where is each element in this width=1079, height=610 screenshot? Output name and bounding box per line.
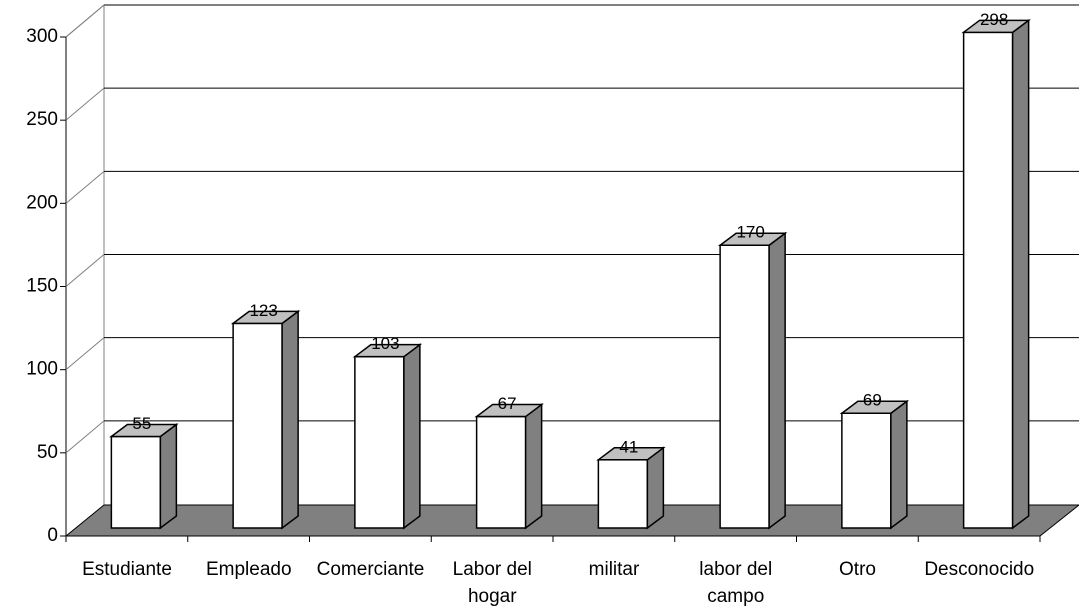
value-label: 103: [371, 334, 399, 353]
y-tick-label: 50: [37, 442, 58, 463]
floor: [64, 504, 1079, 537]
bar: [597, 459, 649, 529]
y-tick-label: 0: [47, 525, 58, 546]
x-tick-label: Estudiante: [82, 559, 172, 580]
bar-side: [768, 231, 786, 530]
bar-top: [230, 310, 301, 325]
bar-top: [839, 400, 910, 414]
grid-line-side: [65, 4, 105, 38]
bar-top: [474, 403, 544, 418]
grid-line-side: [65, 420, 105, 454]
bar-side: [403, 343, 421, 530]
bar-top: [352, 343, 423, 358]
bar-side: [524, 403, 543, 530]
grid-line-side: [65, 337, 105, 371]
value-label: 170: [736, 223, 764, 242]
value-label: 298: [980, 10, 1008, 29]
x-tick-label: Desconocido: [924, 559, 1035, 580]
bar: [719, 244, 770, 529]
value-label: 69: [863, 391, 882, 410]
grid-line-side: [65, 254, 105, 287]
bar-side: [159, 423, 178, 530]
bar-top: [596, 447, 666, 461]
y-tick-label: 100: [26, 359, 58, 380]
bar-top: [961, 19, 1031, 34]
x-tick-label: Labor del hogar: [452, 559, 532, 607]
bar: [962, 31, 1014, 529]
bar: [232, 322, 283, 529]
value-label: 41: [619, 437, 638, 456]
bar: [841, 412, 892, 529]
bar-side: [1011, 18, 1030, 530]
value-label: 55: [132, 414, 151, 433]
grid-line-side: [65, 87, 105, 121]
x-tick-label: Otro: [839, 559, 876, 580]
value-label: 67: [498, 394, 517, 413]
bar: [354, 355, 405, 529]
y-tick-label: 250: [26, 109, 58, 130]
x-tick-label: Empleado: [205, 559, 292, 580]
bar: [475, 415, 527, 529]
bar-side: [890, 399, 908, 530]
bar-side: [281, 309, 299, 530]
x-tick-label: militar: [588, 559, 640, 580]
bar: [110, 435, 162, 529]
bar-top: [717, 232, 788, 246]
bar-top: [109, 423, 179, 438]
y-tick-label: 200: [26, 192, 58, 213]
y-tick-label: 300: [26, 26, 58, 47]
bar-side: [646, 446, 665, 530]
y-tick-label: 150: [26, 276, 58, 297]
grid-line-side: [65, 170, 105, 204]
x-tick-label: labor del campo: [699, 559, 773, 607]
value-label: 123: [249, 301, 277, 320]
x-tick-label: Comerciante: [316, 559, 425, 580]
